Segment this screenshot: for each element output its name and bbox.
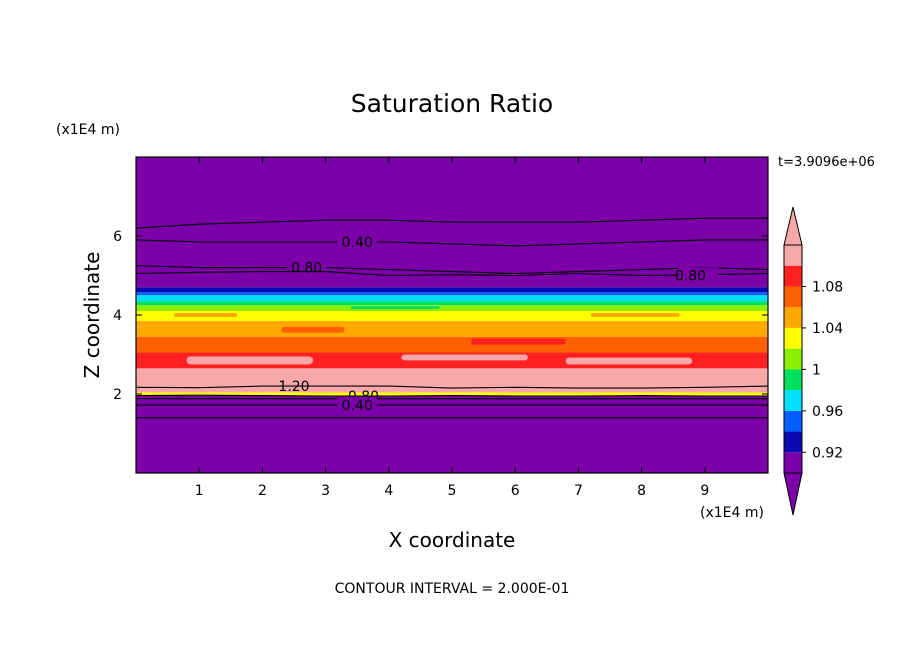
x-tick-label: 9	[700, 483, 709, 499]
y-tick-label: 6	[113, 229, 122, 245]
time-label: t=3.9096e+06	[778, 155, 875, 170]
fill-patch-4	[470, 338, 566, 345]
fill-patch-6	[591, 313, 680, 317]
colorbar-tick-label: 1	[812, 362, 821, 378]
colorbar-segment	[784, 265, 802, 287]
x-tick-label: 1	[195, 483, 204, 499]
contour-label: 0.40	[342, 235, 373, 251]
x-unit-label: (x1E4 m)	[700, 505, 764, 521]
x-tick-label: 5	[448, 483, 457, 499]
fill-band-8	[136, 301, 768, 306]
fill-patch-1	[401, 354, 528, 361]
x-tick-label: 7	[574, 483, 583, 499]
chart-title: Saturation Ratio	[351, 89, 553, 118]
fill-patch-5	[173, 313, 238, 317]
contour-label-bg	[337, 233, 378, 250]
colorbar-segment	[784, 307, 802, 328]
heatmap-fill	[136, 157, 768, 473]
x-axis-label: X coordinate	[389, 528, 516, 552]
contour-interval-label: CONTOUR INTERVAL = 2.000E-01	[335, 581, 570, 597]
contour-label: 0.40	[342, 398, 373, 414]
contour-lines: 0.400.801.200.800.400.80	[136, 217, 768, 419]
fill-band-2	[136, 368, 768, 393]
fill-band-11	[136, 287, 768, 293]
y-axis-label: Z coordinate	[80, 252, 104, 379]
fill-band-1	[136, 392, 768, 396]
contour-line-4	[136, 385, 768, 389]
colorbar-segment	[784, 348, 802, 370]
contour-line-5	[136, 394, 768, 397]
contour-label: 0.80	[291, 261, 322, 277]
contour-line-1	[136, 239, 768, 247]
x-tick-label: 6	[511, 483, 520, 499]
fill-band-10	[136, 292, 768, 296]
y-axis-ticks: 2 4 6	[113, 229, 768, 403]
colorbar-tick-label: 0.92	[812, 445, 843, 461]
fill-band-0	[136, 395, 768, 473]
contour-line-0	[136, 217, 768, 229]
colorbar-over-arrow	[783, 206, 803, 246]
fill-band-9	[136, 295, 768, 302]
fill-band-6	[136, 311, 768, 321]
fill-patch-0	[186, 356, 313, 365]
colorbar-under-arrow	[783, 472, 803, 516]
contour-label: 0.80	[675, 269, 706, 285]
fill-band-7	[136, 305, 768, 312]
colorbar-frame	[783, 244, 803, 474]
colorbar-tick-label: 1.08	[812, 279, 843, 295]
fill-patch-2	[565, 357, 693, 365]
colorbar-segment	[784, 390, 802, 411]
colorbar-segment	[784, 245, 802, 266]
colorbar-tick-label: 1.04	[812, 321, 843, 337]
colorbar-segment	[784, 452, 802, 473]
x-tick-label: 8	[637, 483, 646, 499]
x-tick-label: 4	[384, 483, 393, 499]
x-tick-label: 3	[321, 483, 330, 499]
fill-band-4	[136, 336, 768, 353]
colorbar-segment	[784, 327, 802, 349]
contour-label-bg	[678, 267, 719, 284]
y-unit-label: (x1E4 m)	[56, 122, 120, 138]
contour-label: 1.20	[278, 379, 309, 395]
colorbar: 0.92 0.96 1 1.04 1.08	[783, 206, 843, 516]
fill-patch-3	[281, 326, 345, 333]
colorbar-segment	[784, 369, 802, 391]
colorbar-tick-label: 0.96	[812, 404, 843, 420]
fill-band-5	[136, 320, 768, 337]
colorbar-segment	[784, 431, 802, 453]
fill-patch-7	[350, 306, 440, 310]
contour-line-2	[136, 265, 768, 275]
contour-label-bg	[337, 397, 378, 414]
x-axis-ticks: 1 2 3 4 5 6 7 8 9	[195, 157, 709, 499]
x-tick-label: 2	[258, 483, 267, 499]
y-tick-label: 4	[113, 308, 122, 324]
y-tick-label: 2	[113, 387, 122, 403]
colorbar-segment	[784, 286, 802, 308]
fill-patch-8	[628, 307, 718, 312]
colorbar-segment	[784, 410, 802, 432]
contour-line-3	[136, 271, 768, 277]
